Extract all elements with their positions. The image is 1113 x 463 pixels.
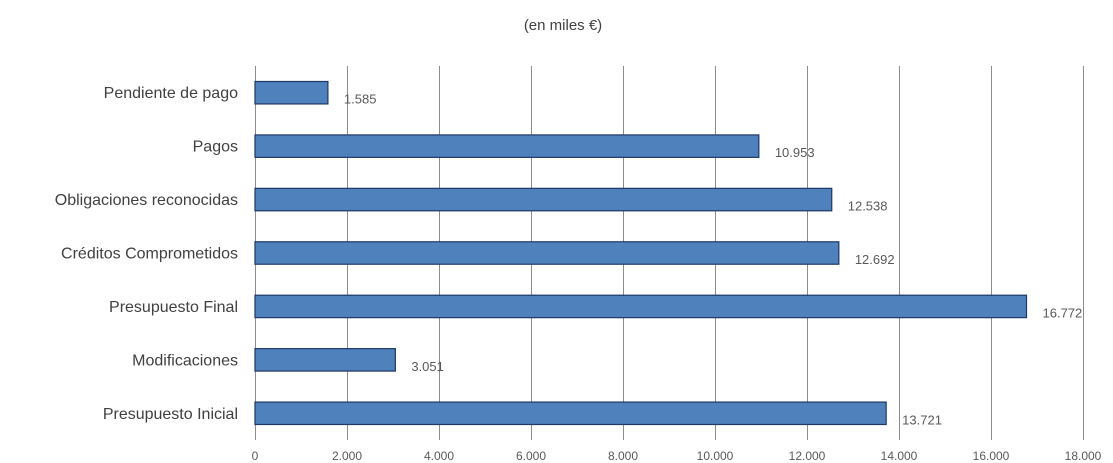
category-labels: Pendiente de pago Pagos Obligaciones recon… [55,85,238,423]
x-tick-label: 14.000 [881,449,918,463]
category-label: Presupuesto Inicial [103,406,238,423]
x-tick-label: 16.000 [973,449,1010,463]
data-label: 10.953 [775,145,815,160]
x-tick-label: 8.000 [608,449,638,463]
bar-0 [254,80,329,105]
bar-2 [254,187,833,212]
bar-5 [254,348,396,372]
x-tick-label: 6.000 [516,449,546,463]
bar-6 [254,401,887,426]
x-tick-label: 0 [252,449,259,463]
x-axis-tick-labels: 0 2.000 4.000 6.000 8.000 10.000 12.000 14.000 1… [252,449,1102,463]
data-label: 16.772 [1043,305,1083,320]
data-label: 12.538 [848,199,888,214]
category-label: Obligaciones reconocidas [55,192,238,209]
bar-1 [254,134,760,158]
data-label: 13.721 [902,412,942,427]
data-labels: 1.585 10.953 12.538 12.692 16.772 3.051 13.721 [344,92,1082,428]
category-label: Modificaciones [132,352,238,369]
chart-subtitle: (en miles €) [524,17,602,34]
data-label: 1.585 [344,92,377,107]
x-tick-label: 2.000 [332,449,362,463]
bar-3 [254,241,840,265]
x-tick-label: 12.000 [789,449,826,463]
data-label: 12.692 [855,252,895,267]
bars [254,80,1028,426]
data-label: 3.051 [411,359,444,374]
category-label: Pagos [193,139,238,156]
x-tick-label: 4.000 [424,449,454,463]
x-tick-label: 10.000 [697,449,734,463]
bar-4 [254,294,1028,319]
category-label: Créditos Comprometidos [61,246,238,263]
category-label: Pendiente de pago [104,85,238,102]
category-label: Presupuesto Final [109,299,238,316]
x-tick-label: 18.000 [1065,449,1102,463]
